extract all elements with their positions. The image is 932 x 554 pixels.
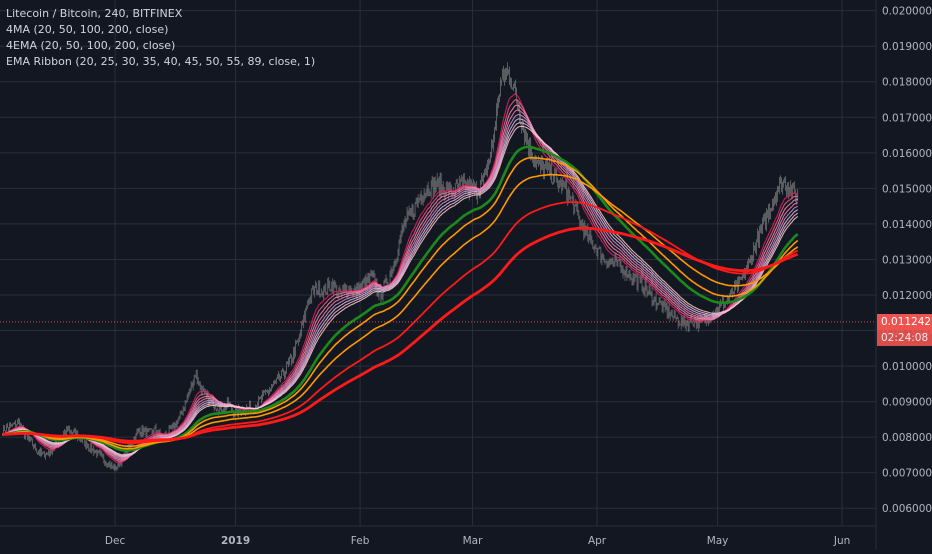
x-tick-label: Feb bbox=[351, 535, 370, 547]
y-tick-label: 0.012000 bbox=[882, 290, 932, 302]
bar-countdown-label: 02:24:08 bbox=[877, 329, 932, 346]
y-tick-label: 0.008000 bbox=[882, 432, 932, 444]
x-tick-label: Dec bbox=[105, 535, 126, 547]
ma-orange-fast bbox=[2, 156, 799, 450]
x-tick-label: May bbox=[707, 535, 729, 547]
legend-symbol[interactable]: Litecoin / Bitcoin, 240, BITFINEX bbox=[6, 7, 183, 20]
y-tick-label: 0.010000 bbox=[882, 361, 932, 373]
x-tick-label: Jun bbox=[833, 535, 850, 547]
y-tick-label: 0.015000 bbox=[882, 183, 932, 195]
y-tick-label: 0.006000 bbox=[882, 503, 932, 515]
legend-4ema[interactable]: 4EMA (20, 50, 100, 200, close) bbox=[6, 39, 176, 52]
y-tick-label: 0.017000 bbox=[882, 112, 932, 124]
price-axis[interactable]: 0.006000 0.007000 0.008000 0.009000 0.010000… bbox=[882, 6, 932, 516]
legend-ema-ribbon[interactable]: EMA Ribbon (20, 25, 30, 35, 40, 45, 50, … bbox=[6, 55, 316, 68]
y-tick-label: 0.009000 bbox=[882, 397, 932, 409]
y-tick-label: 0.007000 bbox=[882, 468, 932, 480]
ema-ribbon bbox=[2, 93, 799, 464]
moving-averages bbox=[2, 145, 799, 452]
y-tick-label: 0.020000 bbox=[882, 6, 932, 18]
ma-red-fast bbox=[2, 201, 799, 445]
y-tick-label: 0.019000 bbox=[882, 41, 932, 53]
ribbon-line bbox=[2, 125, 799, 456]
x-tick-label: Mar bbox=[463, 535, 483, 547]
y-tick-label: 0.014000 bbox=[882, 219, 932, 231]
time-axis[interactable]: Dec 2019 Feb Mar Apr May Jun bbox=[105, 535, 850, 547]
y-tick-label: 0.016000 bbox=[882, 148, 932, 160]
chart-legend: Litecoin / Bitcoin, 240, BITFINEX 4MA (2… bbox=[6, 6, 315, 70]
y-tick-label: 0.018000 bbox=[882, 77, 932, 89]
ma-red-slow bbox=[2, 226, 799, 443]
last-price-label: 0.011242 bbox=[877, 313, 932, 330]
y-tick-label: 0.013000 bbox=[882, 254, 932, 266]
x-tick-label: 2019 bbox=[221, 535, 250, 547]
legend-4ma[interactable]: 4MA (20, 50, 100, 200, close) bbox=[6, 23, 169, 36]
ema-89-green bbox=[2, 145, 799, 452]
x-tick-label: Apr bbox=[588, 535, 607, 547]
